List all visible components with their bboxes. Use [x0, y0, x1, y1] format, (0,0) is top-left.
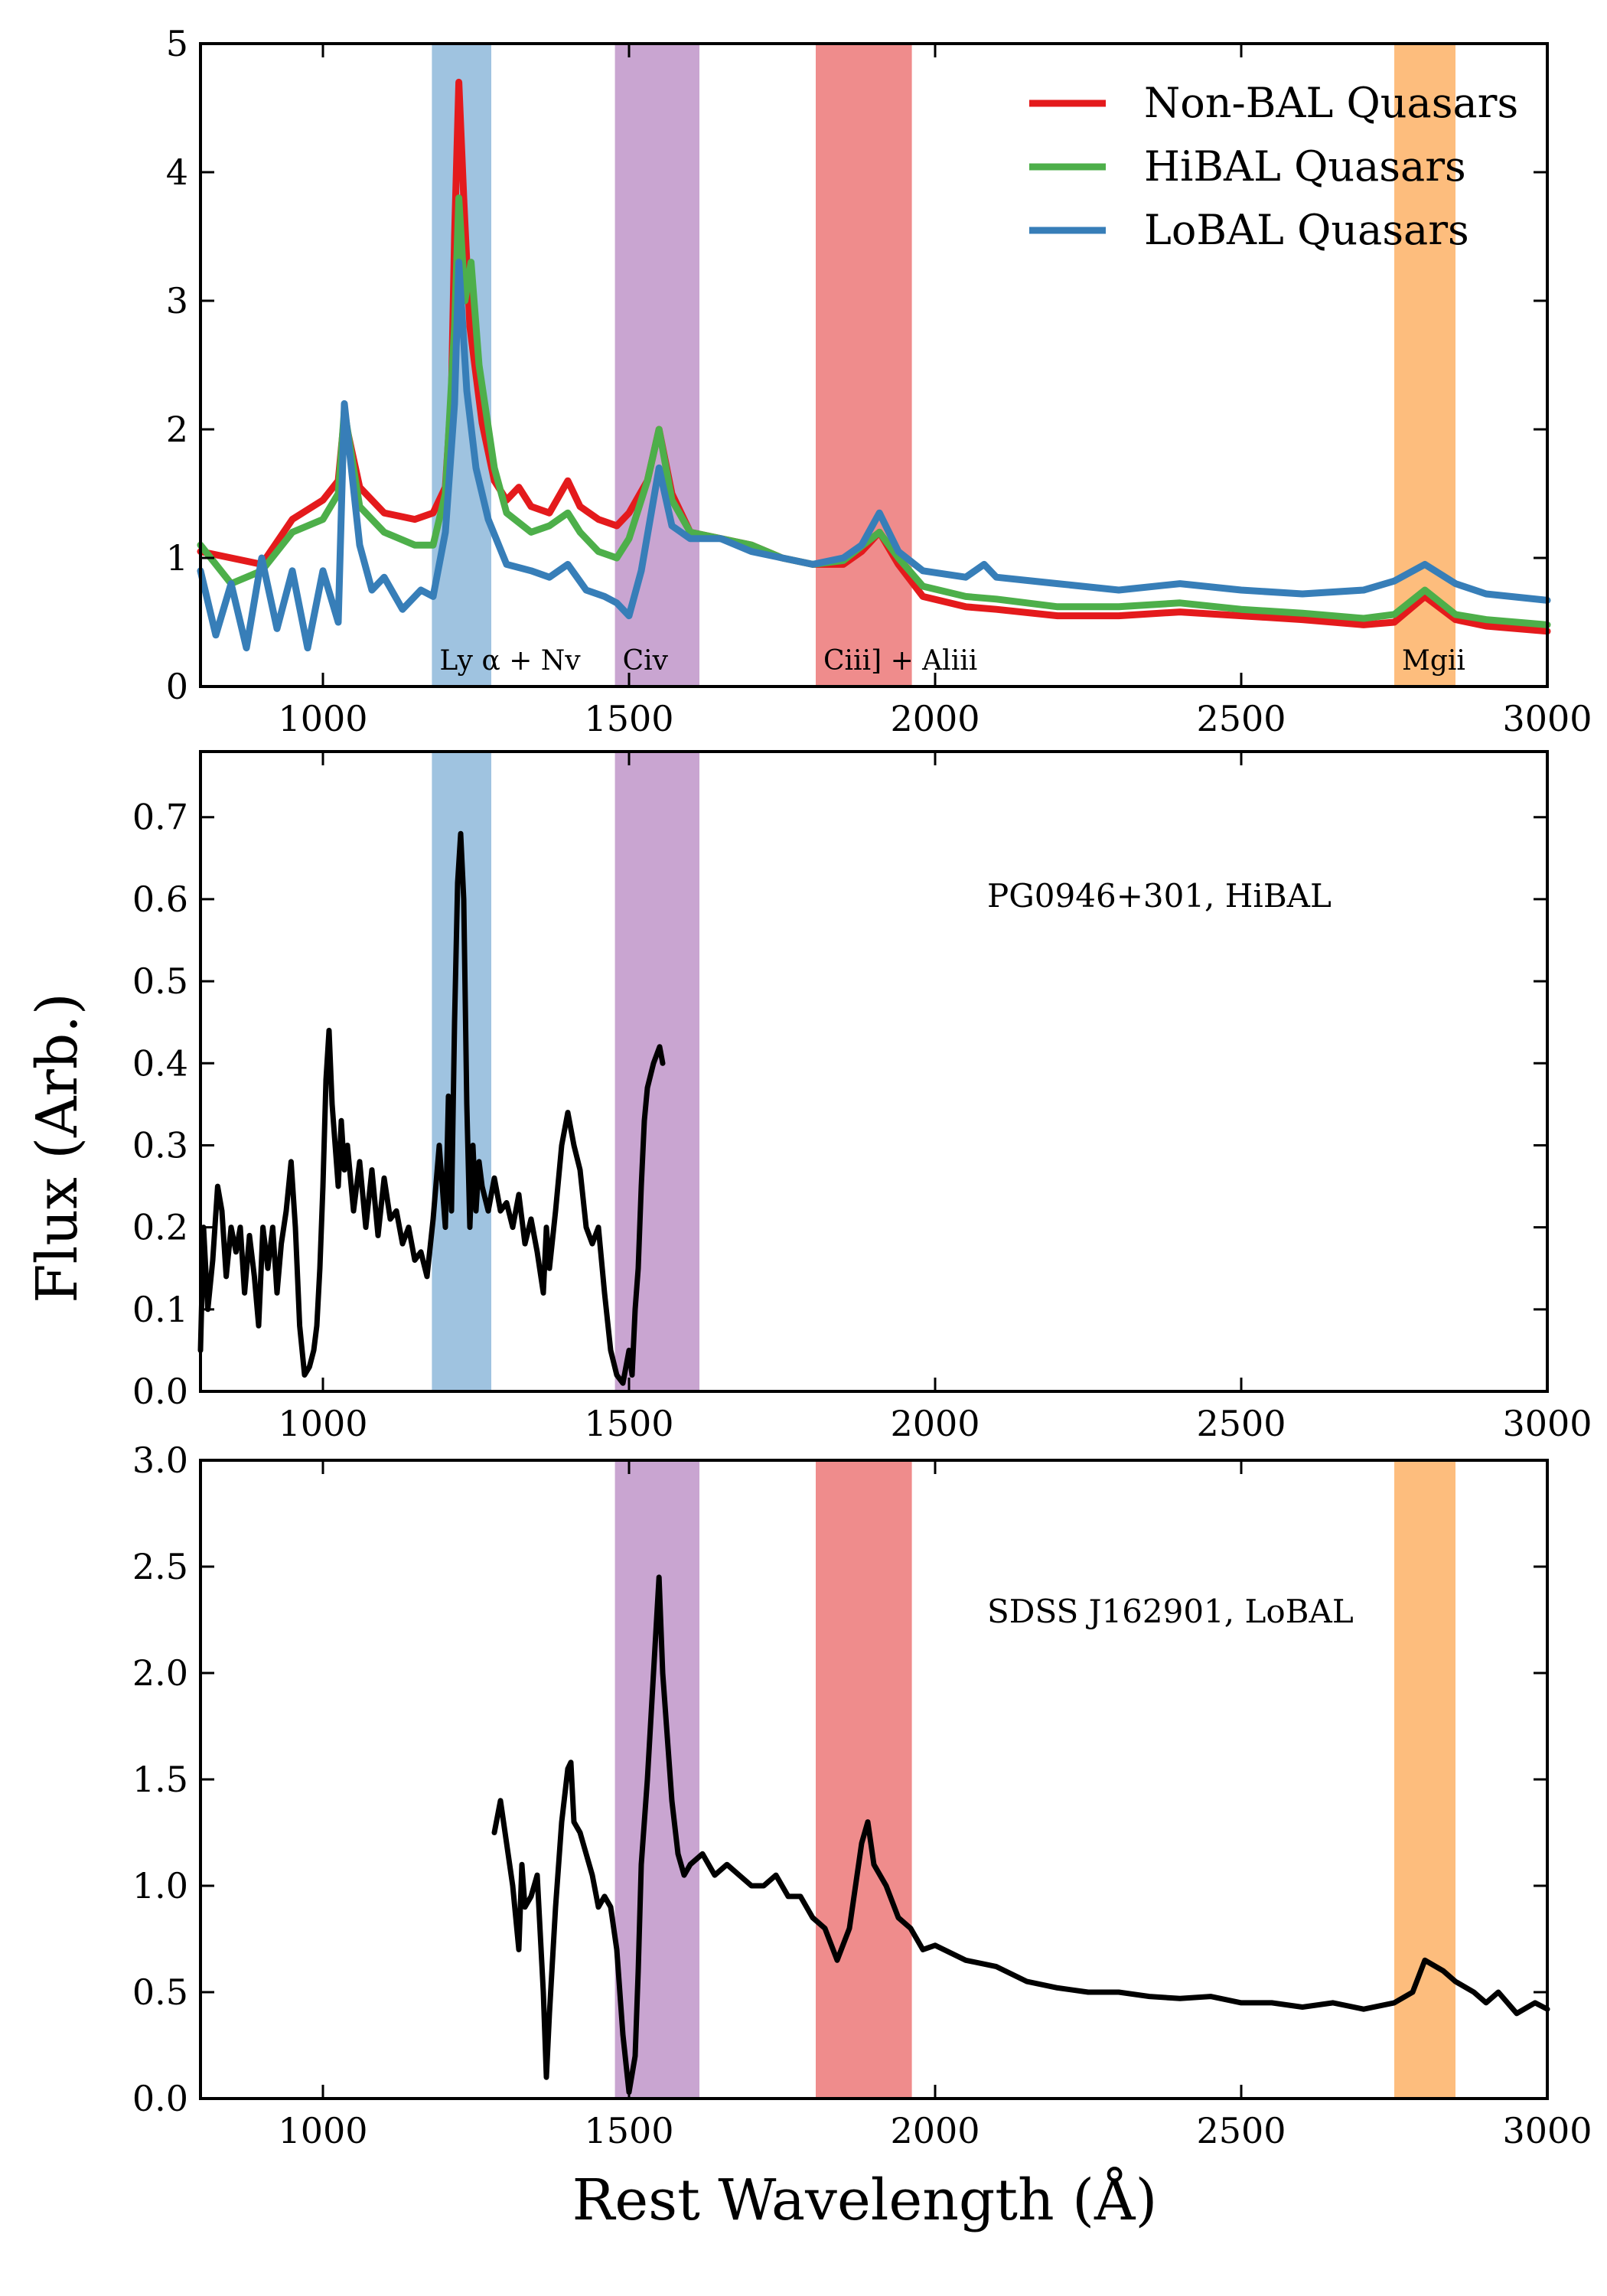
y-tick-label: 3	[166, 280, 188, 321]
band-label-2: Ciii] + Aliii	[823, 645, 977, 677]
panel-bottom: SDSS J162901, LoBAL 1000 1500 2000 2500 3000…	[132, 1440, 1592, 2151]
series-line-0	[491, 1574, 1550, 2095]
y-tick-label: 0.6	[132, 879, 188, 920]
band-2	[816, 44, 912, 687]
band-1	[614, 752, 699, 1391]
legend-label-0: Non-BAL Quasars	[1144, 79, 1518, 127]
legend: Non-BAL Quasars HiBAL Quasars LoBAL Quasar…	[1029, 79, 1518, 254]
y-tick-label: 0.7	[132, 797, 188, 838]
series-lines-top	[197, 78, 1551, 652]
y-tick-label: 5	[166, 23, 188, 64]
y-tick-label: 1	[166, 537, 188, 579]
legend-label-1: HiBAL Quasars	[1144, 142, 1466, 191]
series-line-0	[197, 78, 1551, 635]
panel-top: Ly α + Nv Civ Ciii] + Aliii Mgii Non-BAL Qu…	[166, 23, 1592, 739]
y-tick-label: 1.5	[132, 1759, 188, 1800]
x-tick-label: 1000	[278, 2110, 367, 2151]
series-lines-bottom	[491, 1574, 1550, 2095]
x-tick-label: 1000	[278, 698, 367, 739]
y-tick-label: 2.0	[132, 1652, 188, 1694]
series-lines-middle	[197, 830, 666, 1386]
x-axis-title: Rest Wavelength (Å)	[572, 2166, 1158, 2233]
y-tick-label: 4	[166, 152, 188, 193]
series-line-2	[197, 259, 1551, 652]
x-tick-label: 1000	[278, 1403, 367, 1444]
axis-ticks-middle: 1000 1500 2000 2500 3000 0.0 0.1 0.2 0.3 0.4 0.5 0.…	[132, 752, 1592, 1444]
band-label-3: Mgii	[1402, 645, 1465, 677]
x-tick-label: 1500	[584, 698, 673, 739]
band-labels-top: Ly α + Nv Civ Ciii] + Aliii Mgii	[439, 645, 1465, 677]
y-tick-label: 3.0	[132, 1440, 188, 1481]
axis-ticks-top: 1000 1500 2000 2500 3000 0 1 2 3 4 5	[166, 23, 1592, 739]
plot-frame-top	[199, 42, 1549, 688]
series-line-1	[197, 194, 1551, 628]
annotation-middle: PG0946+301, HiBAL	[987, 877, 1332, 915]
y-tick-label: 0.0	[132, 1371, 188, 1412]
y-tick-label: 0.2	[132, 1207, 188, 1248]
y-tick-label: 2.5	[132, 1546, 188, 1587]
x-tick-label: 2500	[1196, 698, 1286, 739]
y-tick-label: 2	[166, 409, 188, 450]
x-tick-label: 2000	[890, 1403, 980, 1444]
x-tick-label: 3000	[1502, 2110, 1592, 2151]
band-label-1: Civ	[623, 645, 669, 677]
y-tick-label: 0.1	[132, 1289, 188, 1330]
axis-ticks-bottom: 1000 1500 2000 2500 3000 0.0 0.5 1.0 1.5 2.0 2.5 3.…	[132, 1440, 1592, 2151]
x-tick-label: 2500	[1196, 2110, 1286, 2151]
annotation-bottom: SDSS J162901, LoBAL	[987, 1593, 1354, 1630]
plot-frame-middle	[199, 750, 1549, 1393]
x-tick-label: 2000	[890, 2110, 980, 2151]
y-tick-label: 1.0	[132, 1865, 188, 1906]
y-tick-label: 0.4	[132, 1042, 188, 1084]
band-2	[816, 1460, 912, 2099]
y-tick-label: 0.3	[132, 1124, 188, 1166]
series-line-0	[197, 830, 666, 1386]
band-shading-middle	[432, 752, 699, 1391]
band-shading-bottom	[614, 1460, 1455, 2099]
y-axis-title: Flux (Arb.)	[24, 993, 90, 1303]
y-tick-label: 0.0	[132, 2078, 188, 2119]
x-tick-label: 1500	[584, 1403, 673, 1444]
band-1	[614, 1460, 699, 2099]
y-tick-label: 0	[166, 666, 188, 707]
legend-label-2: LoBAL Quasars	[1144, 206, 1469, 254]
x-tick-label: 3000	[1502, 698, 1592, 739]
band-1	[614, 44, 699, 687]
y-tick-label: 0.5	[132, 1971, 188, 2013]
x-tick-label: 1500	[584, 2110, 673, 2151]
x-tick-label: 2500	[1196, 1403, 1286, 1444]
band-3	[1394, 1460, 1455, 2099]
band-label-0: Ly α + Nv	[439, 645, 581, 677]
plot-frame-bottom	[199, 1459, 1549, 2100]
panel-middle: PG0946+301, HiBAL 1000 1500 2000 2500 3000 0.…	[132, 750, 1592, 1444]
x-tick-label: 3000	[1502, 1403, 1592, 1444]
y-tick-label: 0.5	[132, 960, 188, 1002]
x-tick-label: 2000	[890, 698, 980, 739]
